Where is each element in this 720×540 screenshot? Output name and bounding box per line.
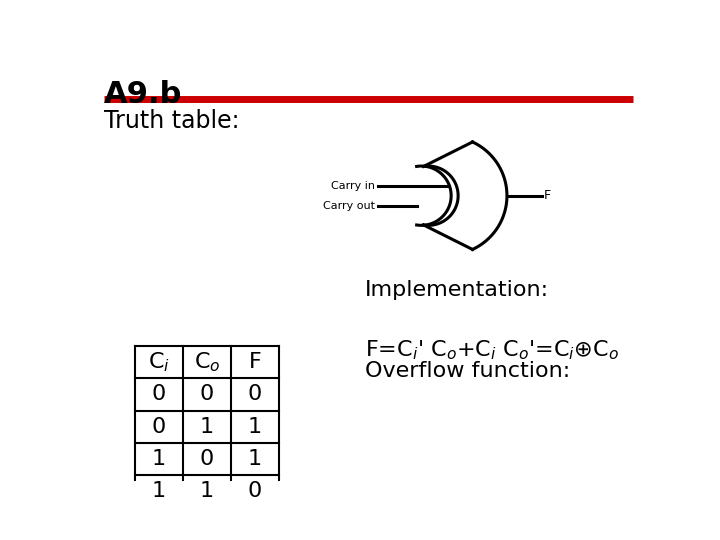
Text: C$_o$: C$_o$ [194, 350, 220, 374]
Text: C$_i$: C$_i$ [148, 350, 170, 374]
Text: Carry in: Carry in [330, 180, 375, 191]
Text: 1: 1 [152, 449, 166, 469]
Text: 1: 1 [200, 481, 214, 501]
Text: Overflow function:: Overflow function: [365, 361, 570, 381]
Text: A9.b: A9.b [104, 80, 182, 109]
Text: 0: 0 [200, 384, 214, 404]
Text: Implementation:: Implementation: [365, 280, 549, 300]
Text: 1: 1 [248, 417, 262, 437]
Text: Truth table:: Truth table: [104, 109, 240, 133]
Text: 1: 1 [248, 449, 262, 469]
Text: 0: 0 [248, 384, 262, 404]
Text: F: F [248, 352, 261, 372]
Text: F: F [544, 189, 552, 202]
Text: F=C$_i$' C$_o$+C$_i$ C$_o$'=C$_i$$\oplus$C$_o$: F=C$_i$' C$_o$+C$_i$ C$_o$'=C$_i$$\oplus… [365, 338, 619, 362]
Text: 0: 0 [248, 481, 262, 501]
Text: 0: 0 [152, 417, 166, 437]
Text: Carry out: Carry out [323, 201, 375, 211]
Text: 0: 0 [200, 449, 214, 469]
Text: 1: 1 [200, 417, 214, 437]
Text: 1: 1 [152, 481, 166, 501]
Text: 0: 0 [152, 384, 166, 404]
